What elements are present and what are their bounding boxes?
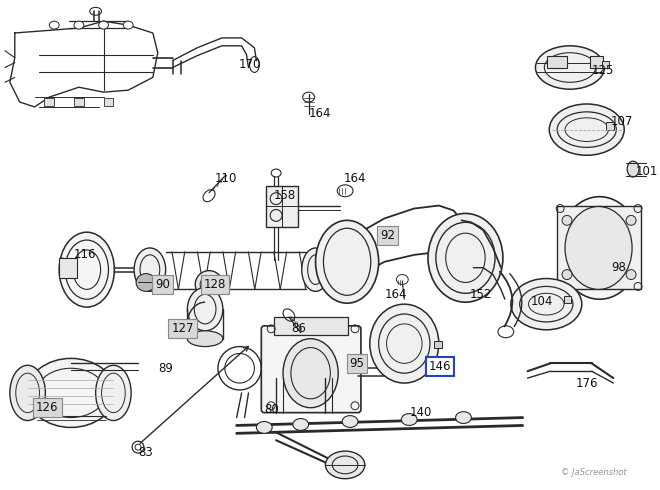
Ellipse shape	[370, 304, 439, 383]
Bar	[601, 61, 609, 69]
Bar	[589, 56, 603, 68]
Text: 101: 101	[636, 165, 659, 177]
Bar	[59, 258, 77, 277]
Text: 92: 92	[380, 229, 395, 242]
Ellipse shape	[325, 451, 365, 479]
Ellipse shape	[50, 21, 59, 29]
Ellipse shape	[342, 416, 358, 427]
Text: 110: 110	[215, 172, 238, 185]
Text: 127: 127	[171, 322, 193, 335]
Text: 80: 80	[264, 403, 279, 416]
Bar	[434, 341, 442, 347]
Bar	[564, 296, 571, 303]
FancyArrowPatch shape	[510, 274, 522, 326]
Ellipse shape	[562, 216, 572, 225]
Text: 86: 86	[291, 322, 306, 335]
Text: 164: 164	[344, 172, 367, 185]
Text: 125: 125	[591, 64, 614, 77]
Ellipse shape	[26, 358, 116, 427]
Text: 158: 158	[274, 189, 296, 202]
Bar	[607, 122, 614, 130]
Text: 95: 95	[350, 357, 364, 370]
Ellipse shape	[315, 220, 379, 303]
FancyBboxPatch shape	[261, 326, 361, 413]
Ellipse shape	[98, 21, 108, 29]
Text: 126: 126	[36, 401, 59, 414]
Ellipse shape	[293, 418, 309, 430]
Ellipse shape	[455, 412, 471, 423]
Ellipse shape	[511, 278, 582, 330]
Ellipse shape	[627, 161, 639, 177]
Ellipse shape	[302, 248, 329, 292]
Ellipse shape	[200, 275, 218, 294]
Ellipse shape	[626, 216, 636, 225]
Ellipse shape	[195, 270, 223, 298]
FancyArrowPatch shape	[500, 271, 512, 326]
Ellipse shape	[10, 366, 46, 420]
Bar	[44, 98, 54, 106]
Text: 164: 164	[385, 288, 407, 301]
Bar	[74, 98, 84, 106]
Ellipse shape	[96, 366, 131, 420]
Ellipse shape	[428, 214, 503, 302]
Ellipse shape	[558, 196, 641, 299]
Ellipse shape	[256, 421, 272, 433]
Text: © JaScreenshot: © JaScreenshot	[560, 468, 626, 477]
Text: 128: 128	[204, 278, 226, 291]
Ellipse shape	[562, 270, 572, 279]
Text: 90: 90	[155, 278, 170, 291]
Ellipse shape	[187, 288, 223, 331]
Ellipse shape	[136, 273, 156, 292]
Text: 170: 170	[239, 58, 261, 71]
Text: 176: 176	[576, 376, 599, 390]
Bar	[547, 56, 567, 68]
Text: 98: 98	[611, 261, 626, 274]
Text: 107: 107	[610, 115, 633, 128]
Ellipse shape	[549, 104, 624, 155]
Bar	[266, 186, 298, 227]
Ellipse shape	[74, 21, 84, 29]
Bar	[104, 98, 114, 106]
Ellipse shape	[401, 414, 417, 425]
Bar	[557, 206, 641, 290]
Ellipse shape	[187, 331, 223, 346]
Ellipse shape	[535, 46, 605, 89]
Ellipse shape	[123, 21, 133, 29]
Bar	[274, 317, 348, 335]
Text: 104: 104	[531, 294, 553, 308]
Text: 140: 140	[409, 406, 432, 419]
Text: 116: 116	[74, 248, 96, 261]
Text: 146: 146	[428, 360, 451, 373]
Ellipse shape	[626, 270, 636, 279]
Text: 89: 89	[158, 362, 173, 375]
Ellipse shape	[283, 339, 338, 408]
Ellipse shape	[134, 248, 166, 292]
Ellipse shape	[59, 232, 114, 307]
Text: 164: 164	[309, 107, 331, 121]
Text: 83: 83	[138, 445, 153, 459]
Ellipse shape	[565, 207, 632, 290]
Text: 152: 152	[469, 288, 492, 301]
